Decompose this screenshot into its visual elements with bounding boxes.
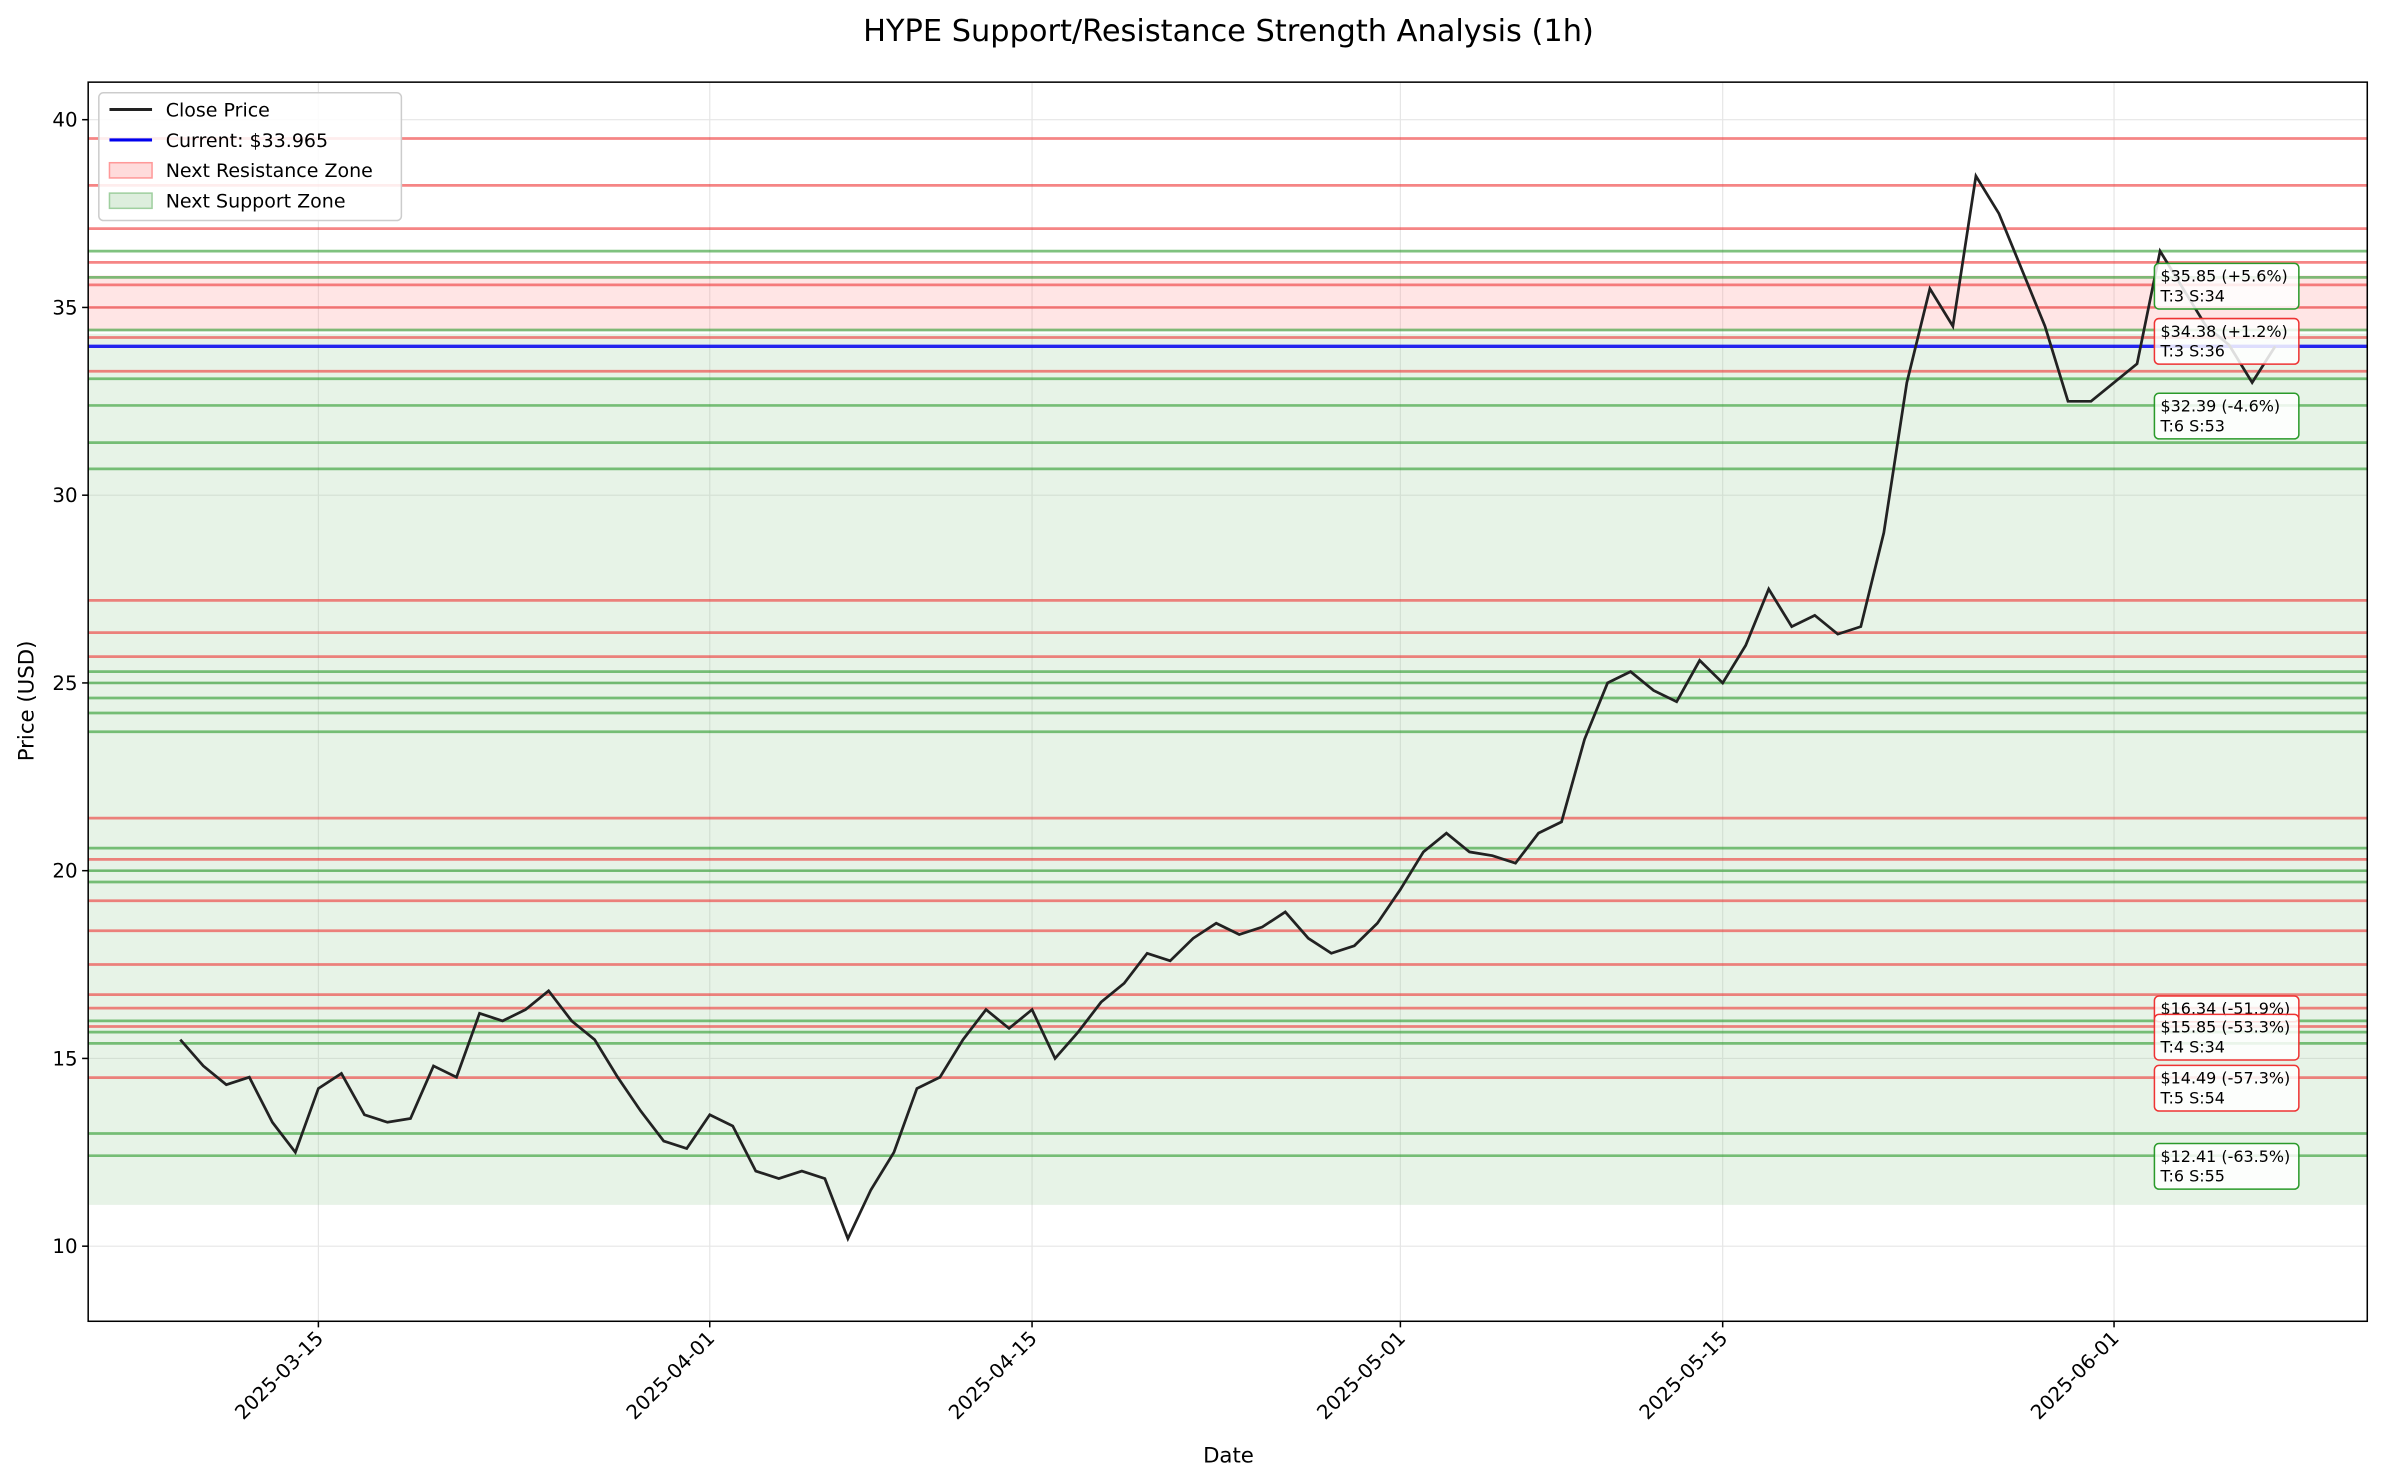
- annotation-text: T:6 S:55: [2160, 1167, 2225, 1186]
- annotation: $14.49 (-57.3%)T:5 S:54: [2153, 1064, 2300, 1112]
- y-tick-label: 20: [52, 860, 77, 883]
- legend-label: Next Resistance Zone: [166, 160, 373, 182]
- annotation: $15.85 (-53.3%)T:4 S:34: [2153, 1013, 2300, 1061]
- annotation-text: $34.38 (+1.2%): [2161, 322, 2288, 341]
- annotation-text: T:3 S:34: [2160, 286, 2225, 305]
- legend-label: Current: $33.965: [166, 130, 328, 152]
- support-zone: [88, 333, 2368, 1205]
- annotation: $12.41 (-63.5%)T:6 S:55: [2153, 1142, 2300, 1190]
- x-tick-label: 2025-03-15: [231, 1327, 328, 1424]
- annotation-box: [2153, 1013, 2300, 1061]
- annotation-text: $14.49 (-57.3%): [2161, 1069, 2291, 1088]
- x-tick-label: 2025-06-01: [2026, 1327, 2123, 1424]
- legend-swatch: [108, 161, 153, 179]
- plot-frame: [87, 81, 2369, 1323]
- y-tick-label: 25: [52, 672, 77, 695]
- annotation: $32.39 (-4.6%)T:6 S:53: [2153, 392, 2300, 440]
- legend-swatch: [108, 192, 153, 210]
- x-tick-label: 2025-04-15: [944, 1327, 1041, 1424]
- x-tick-label: 2025-05-15: [1635, 1327, 1732, 1424]
- annotation-text: $15.85 (-53.3%): [2161, 1018, 2291, 1037]
- y-tick-label: 15: [52, 1047, 77, 1070]
- y-axis-label: Price (USD): [14, 641, 39, 762]
- annotation-text: T:4 S:34: [2160, 1037, 2225, 1056]
- price-line: [179, 172, 2277, 1243]
- annotation-text: T:3 S:36: [2160, 342, 2225, 361]
- annotation-text: $12.41 (-63.5%): [2161, 1147, 2291, 1166]
- y-tick-label: 30: [52, 484, 77, 507]
- x-tick-label: 2025-04-01: [622, 1327, 719, 1424]
- annotation: $35.85 (+5.6%)T:3 S:34: [2153, 262, 2300, 310]
- annotation-box: [2153, 317, 2300, 365]
- legend-label: Close Price: [166, 99, 270, 121]
- y-tick-label: 40: [52, 109, 77, 132]
- annotation-text: $32.39 (-4.6%): [2161, 397, 2281, 416]
- x-tick-label: 2025-05-01: [1313, 1327, 1410, 1424]
- annotation-text: T:6 S:53: [2160, 416, 2225, 435]
- annotation-text: $16.34 (-51.9%): [2161, 999, 2291, 1018]
- annotation-box: [2153, 1064, 2300, 1112]
- annotation-box: [2153, 392, 2300, 440]
- annotation: $34.38 (+1.2%)T:3 S:36: [2153, 317, 2300, 365]
- x-axis-label: Date: [1203, 1444, 1254, 1469]
- legend-label: Next Support Zone: [166, 191, 346, 213]
- plot-area: [88, 82, 2368, 1322]
- legend-box: [98, 92, 403, 222]
- annotation-box: [2153, 262, 2300, 310]
- legend: Close Price Current: $33.965 Next Resistan…: [98, 92, 403, 222]
- annotation-text: T:5 S:54: [2160, 1088, 2225, 1107]
- y-tick-label: 35: [52, 296, 77, 319]
- chart-title: HYPE Support/Resistance Strength Analysi…: [863, 14, 1594, 49]
- y-tick-label: 10: [52, 1235, 77, 1258]
- annotation-text: $35.85 (+5.6%): [2161, 267, 2288, 286]
- annotation-box: [2153, 1142, 2300, 1190]
